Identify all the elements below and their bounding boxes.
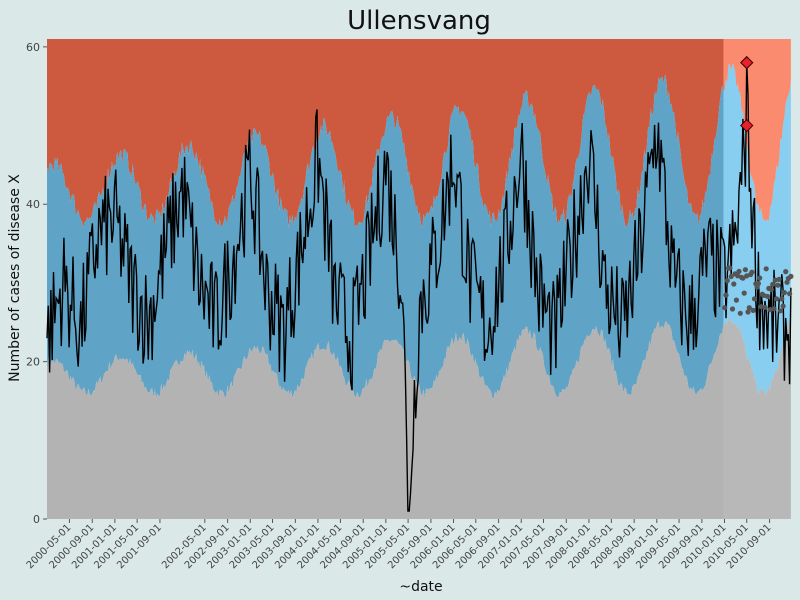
prediction-point — [777, 308, 784, 314]
prediction-point — [761, 292, 767, 298]
prediction-point — [781, 290, 788, 296]
prediction-point — [744, 273, 750, 279]
prediction-point — [762, 304, 768, 310]
prediction-point — [727, 265, 733, 271]
prediction-point — [736, 268, 742, 274]
prediction-point — [737, 310, 743, 316]
prediction-point — [772, 277, 778, 283]
prediction-point — [771, 306, 777, 312]
plot-area — [46, 39, 794, 519]
prediction-point — [746, 305, 752, 311]
prediction-point — [750, 307, 756, 313]
prediction-point — [733, 297, 740, 303]
y-axis-label: Number of cases of disease X — [7, 174, 23, 382]
x-axis-label: ~date — [399, 579, 442, 595]
prediction-point — [779, 296, 785, 302]
prediction-point — [770, 281, 776, 287]
prediction-point — [763, 266, 769, 272]
high-zone — [47, 39, 725, 229]
x-axis: 2000-05-012000-09-012001-01-012001-05-01… — [25, 519, 774, 571]
prediction-point — [755, 280, 762, 287]
prediction-point — [788, 273, 794, 279]
prediction-point — [731, 281, 737, 287]
prediction-point — [740, 275, 746, 281]
y-axis: 0 20 40 60 — [26, 41, 47, 526]
prediction-point — [751, 296, 758, 302]
prediction-point — [776, 276, 782, 282]
observed-cases-line — [46, 62, 792, 512]
prediction-point — [742, 267, 749, 273]
prediction-point — [775, 282, 781, 288]
y-tick-label: 40 — [26, 198, 40, 211]
prediction-point — [758, 304, 764, 310]
low-zone — [47, 321, 725, 519]
prediction-point — [729, 306, 736, 312]
y-tick-label: 0 — [33, 513, 40, 526]
y-tick-label: 60 — [26, 41, 40, 54]
prediction-point — [741, 290, 747, 296]
prediction-point — [757, 275, 763, 281]
alert-marker — [740, 55, 754, 70]
high-zone-prediction — [723, 39, 791, 222]
prediction-point — [783, 269, 789, 275]
prediction-point — [768, 287, 775, 293]
prediction-point — [722, 305, 728, 311]
prediction-point — [767, 307, 773, 313]
prediction-point — [749, 269, 755, 275]
prediction-point — [774, 296, 780, 302]
prediction-point — [764, 293, 771, 299]
chart-title: Ullensvang — [347, 6, 491, 36]
prediction-point — [728, 273, 734, 280]
low-zone-prediction — [723, 314, 791, 519]
prediction-point — [724, 278, 730, 284]
alert-marker — [740, 118, 754, 133]
prediction-point — [787, 291, 793, 297]
prediction-point — [723, 292, 729, 298]
prediction-point — [780, 303, 786, 309]
y-tick-label: 20 — [26, 356, 40, 369]
prediction-point — [745, 309, 751, 315]
prediction-point — [735, 273, 741, 279]
